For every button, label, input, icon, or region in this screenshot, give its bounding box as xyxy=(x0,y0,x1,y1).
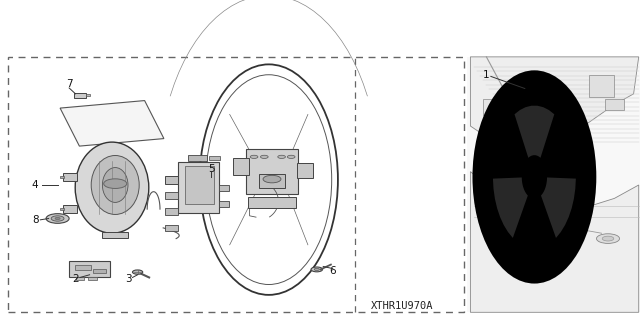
Bar xyxy=(93,269,106,273)
Circle shape xyxy=(596,234,620,243)
Polygon shape xyxy=(520,195,548,251)
Polygon shape xyxy=(538,135,579,172)
Bar xyxy=(248,197,296,208)
Ellipse shape xyxy=(76,142,149,233)
Text: 5: 5 xyxy=(208,164,214,174)
Text: 4: 4 xyxy=(32,180,38,190)
Circle shape xyxy=(104,179,127,189)
Bar xyxy=(186,166,214,204)
Circle shape xyxy=(260,155,268,159)
Circle shape xyxy=(278,155,285,159)
Polygon shape xyxy=(490,135,531,172)
Bar xyxy=(297,163,314,178)
Bar xyxy=(86,93,90,96)
Polygon shape xyxy=(60,100,164,146)
Bar xyxy=(483,99,509,115)
Circle shape xyxy=(287,155,295,159)
Bar xyxy=(234,158,250,175)
Text: 8: 8 xyxy=(32,215,38,225)
Ellipse shape xyxy=(526,162,543,192)
Polygon shape xyxy=(541,177,576,238)
Polygon shape xyxy=(509,204,557,265)
Bar xyxy=(8,57,464,312)
Bar xyxy=(76,264,92,270)
Ellipse shape xyxy=(91,155,140,214)
Bar xyxy=(165,175,178,184)
Bar xyxy=(589,75,614,97)
Bar xyxy=(60,208,64,210)
Bar xyxy=(177,162,219,213)
Bar xyxy=(259,174,285,188)
Bar xyxy=(76,278,84,280)
Bar xyxy=(60,176,64,178)
Bar xyxy=(219,185,229,191)
Circle shape xyxy=(263,175,281,183)
Bar xyxy=(605,99,624,110)
Polygon shape xyxy=(470,172,639,312)
Polygon shape xyxy=(515,106,554,158)
Bar xyxy=(188,155,207,161)
Circle shape xyxy=(602,236,614,241)
Bar xyxy=(467,57,640,312)
Circle shape xyxy=(311,267,323,272)
Circle shape xyxy=(51,216,64,221)
Bar xyxy=(165,208,178,215)
Bar xyxy=(246,149,298,194)
Text: 1: 1 xyxy=(483,70,490,80)
Bar xyxy=(69,261,111,278)
Circle shape xyxy=(55,218,60,219)
Text: 7: 7 xyxy=(66,79,72,89)
Ellipse shape xyxy=(490,100,579,254)
Bar xyxy=(219,201,229,207)
Text: 2: 2 xyxy=(72,274,79,284)
Bar xyxy=(88,278,97,280)
Polygon shape xyxy=(493,177,528,238)
Ellipse shape xyxy=(102,167,128,203)
Polygon shape xyxy=(470,57,639,147)
Circle shape xyxy=(485,120,500,127)
Text: 6: 6 xyxy=(330,266,336,276)
Circle shape xyxy=(314,268,319,271)
Text: XTHR1U970A: XTHR1U970A xyxy=(371,301,433,311)
Bar xyxy=(165,192,178,199)
Bar xyxy=(209,156,220,160)
Bar xyxy=(63,173,77,181)
Bar xyxy=(63,205,77,213)
Circle shape xyxy=(46,214,69,223)
Bar xyxy=(102,232,128,238)
Circle shape xyxy=(250,155,258,159)
Text: 3: 3 xyxy=(125,274,131,284)
Bar xyxy=(74,93,86,98)
Bar xyxy=(165,225,178,231)
Ellipse shape xyxy=(472,70,596,284)
Circle shape xyxy=(132,270,143,274)
